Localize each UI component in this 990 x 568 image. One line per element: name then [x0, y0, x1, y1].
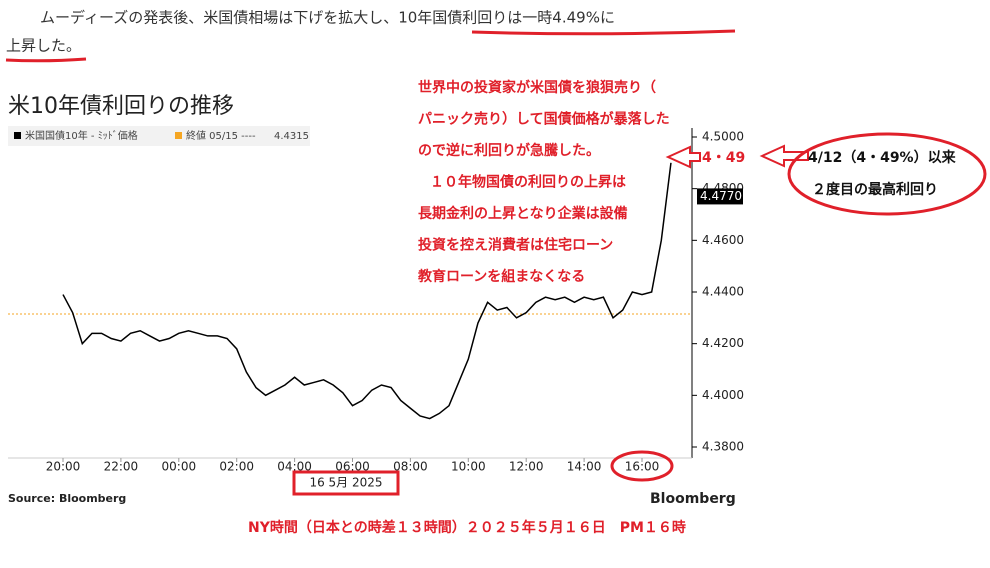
x-tick-label: 06:00	[335, 460, 370, 474]
chart-title: 米10年債利回りの推移	[8, 94, 234, 119]
legend-swatch	[14, 132, 21, 139]
note-line: 投資を控え消費者は住宅ローン	[418, 237, 613, 254]
x-tick-label: 00:00	[162, 460, 197, 474]
x-tick-label: 10:00	[451, 460, 486, 474]
brand: Bloomberg	[650, 491, 736, 507]
y-tick-label: 4.4200	[702, 336, 744, 350]
last-value-box	[697, 188, 743, 205]
legend-swatch	[175, 132, 182, 139]
note-line: 世界中の投資家が米国債を狼狽売り（	[418, 79, 656, 96]
series-line	[62, 162, 672, 420]
x-tick-label: 16:00	[625, 460, 660, 474]
y-tick-label: 4.5000	[702, 130, 744, 144]
highlight-ellipse	[787, 132, 987, 216]
since-label: 4/12（4・49%）以来	[808, 150, 957, 166]
note-line: 長期金利の上昇となり企業は設備	[418, 205, 628, 222]
legend-series: 米国国債10年 - ﾐｯﾄﾞ価格	[25, 129, 138, 142]
y-tick-label: 4.4400	[702, 285, 744, 299]
x-tick-label: 08:00	[393, 460, 428, 474]
x-date: 16 5月 2025	[309, 476, 382, 490]
x-tick-label: 22:00	[104, 460, 139, 474]
arrow	[759, 144, 809, 168]
y-tick-label: 4.3800	[702, 440, 744, 454]
x-tick-label: 04:00	[277, 460, 312, 474]
source: Source: Bloomberg	[8, 492, 126, 505]
note-line: 教育ローンを組まなくなる	[418, 268, 585, 285]
y-tick-label: 4.4000	[702, 388, 744, 402]
highlight-box	[292, 470, 400, 496]
underline	[5, 29, 736, 63]
highlight-ellipse	[610, 450, 674, 482]
legend-ref: 終値 05/15 ----	[186, 129, 256, 142]
note-line: １０年物国債の利回りの上昇は	[430, 174, 626, 191]
note-line: パニック売り）して国債価格が暴落した	[418, 111, 670, 128]
legend-ref-value: 4.4315	[274, 131, 309, 142]
x-tick-label: 02:00	[219, 460, 254, 474]
x-tick-label: 12:00	[509, 460, 544, 474]
note-line: ので逆に利回りが急騰した。	[418, 142, 600, 159]
last-value-label: 4.4770	[700, 189, 742, 203]
x-tick-label: 20:00	[46, 460, 81, 474]
since-label: ２度目の最高利回り	[812, 181, 938, 198]
x-tick-label: 14:00	[567, 460, 602, 474]
article-line: ムーディーズの発表後、米国債相場は下げを拡大し、10年国債利回りは一時4.49%…	[40, 9, 615, 27]
peak-label: 4・49	[702, 150, 745, 166]
arrow	[665, 145, 701, 169]
y-tick-label: 4.4600	[702, 233, 744, 247]
article-line: 上昇した。	[6, 37, 81, 55]
bottom-note: NY時間（日本との時差１３時間）２０２５年５月１６日 PM１６時	[248, 519, 686, 536]
legend-bg	[8, 126, 310, 146]
